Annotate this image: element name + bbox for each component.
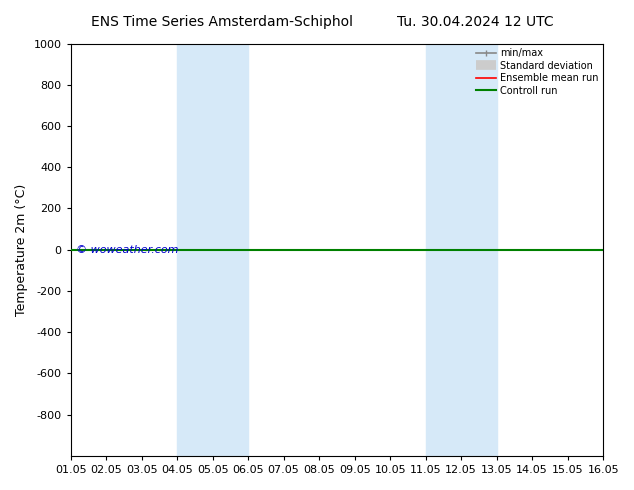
- Text: ENS Time Series Amsterdam-Schiphol: ENS Time Series Amsterdam-Schiphol: [91, 15, 353, 29]
- Text: Tu. 30.04.2024 12 UTC: Tu. 30.04.2024 12 UTC: [397, 15, 554, 29]
- Bar: [177, 44, 248, 456]
- Text: © woweather.com: © woweather.com: [76, 245, 178, 255]
- Y-axis label: Temperature 2m (°C): Temperature 2m (°C): [15, 184, 28, 316]
- Legend: min/max, Standard deviation, Ensemble mean run, Controll run: min/max, Standard deviation, Ensemble me…: [474, 47, 600, 98]
- Bar: [425, 44, 496, 456]
